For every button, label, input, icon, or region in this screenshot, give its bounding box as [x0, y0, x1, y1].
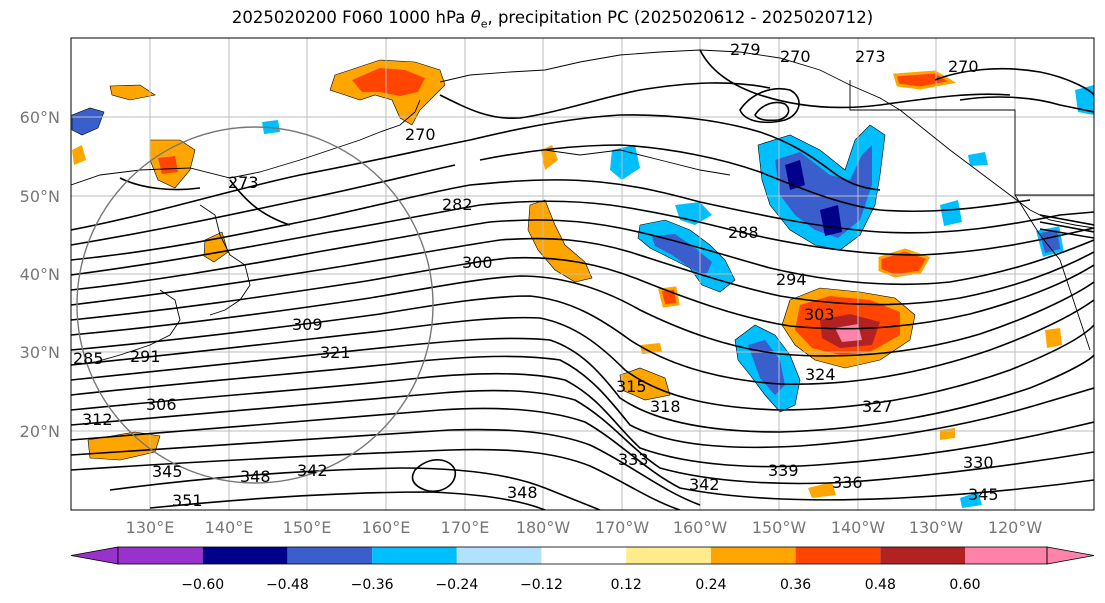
contour-label: 345 [968, 485, 999, 504]
contour-label: 321 [320, 343, 351, 362]
colorbar-tick: −0.12 [520, 577, 563, 593]
colorbar-swatch [795, 547, 881, 564]
contour-label: 351 [172, 491, 203, 510]
colorbar-tick: 0.12 [611, 577, 642, 593]
colorbar-extend-min [70, 546, 119, 565]
colorbar-tick: 0.36 [780, 577, 811, 593]
colorbar-extend-max [1046, 546, 1095, 565]
lat-label: 40°N [20, 265, 60, 284]
contour-label: 345 [152, 462, 183, 481]
contour-label: 288 [728, 223, 759, 242]
great-circle [76, 126, 434, 484]
colorbar-tick: 0.48 [865, 577, 896, 593]
colorbar-swatch [965, 547, 1047, 564]
map-frame [70, 37, 1095, 511]
contour-label: 282 [442, 195, 473, 214]
colorbar-tick: −0.36 [351, 577, 394, 593]
contour-label: 270 [780, 47, 811, 66]
lon-label: 170°E [441, 518, 490, 537]
contour-label: 348 [240, 467, 271, 486]
colorbar-swatch [710, 547, 796, 564]
lon-label: 160°W [673, 518, 728, 537]
colorbar-swatch [372, 547, 457, 564]
contour-label: 330 [963, 453, 994, 472]
lon-label: 150°E [283, 518, 332, 537]
colorbar-swatch [456, 547, 542, 564]
theta-e-contours [71, 49, 1094, 510]
contour-label: 348 [507, 483, 538, 502]
contour-label: 270 [405, 125, 436, 144]
lon-label: 130°W [909, 518, 964, 537]
colorbar-tick: 0.24 [695, 577, 726, 593]
lon-label: 150°W [752, 518, 807, 537]
contour-label: 270 [948, 57, 979, 76]
title-main: 2025020200 F060 1000 hPa [231, 8, 471, 27]
contour-label: 291 [130, 347, 161, 366]
lon-label: 160°E [362, 518, 411, 537]
contour-label: 309 [292, 315, 323, 334]
contour-label: 294 [776, 270, 807, 289]
colorbar-tick: 0.60 [949, 577, 980, 593]
lon-label: 180°W [516, 518, 571, 537]
lat-label: 50°N [20, 187, 60, 206]
lon-label: 140°W [831, 518, 886, 537]
contour-label: 285 [73, 349, 104, 368]
contour-label: 306 [146, 395, 177, 414]
title-rest: , precipitation PC (2025020612 - 2025020… [487, 8, 874, 27]
latitude-labels: 60°N 50°N 40°N 30°N 20°N [20, 108, 60, 441]
contour-label: 279 [730, 40, 761, 59]
title-theta: θ [470, 8, 481, 27]
contour-labels: 279 270 273 270 270 273 282 288 294 300 … [73, 40, 999, 510]
contour-label: 342 [297, 461, 328, 480]
colorbar-ticks: −0.60 −0.48 −0.36 −0.24 −0.12 0.12 0.24 … [181, 577, 980, 593]
lat-label: 30°N [20, 343, 60, 362]
colorbar-swatch [626, 547, 711, 564]
colorbar-tick: −0.48 [266, 577, 309, 593]
colorbar-swatch [287, 547, 373, 564]
colorbar-tick: −0.60 [181, 577, 224, 593]
map-area [71, 38, 1094, 510]
contour-label: 312 [82, 410, 113, 429]
contour-label: 315 [616, 377, 647, 396]
colorbar-swatch [880, 547, 965, 564]
contour-label: 318 [650, 397, 681, 416]
contour-label: 273 [855, 47, 886, 66]
title-subscript: e [480, 17, 488, 31]
lat-label: 20°N [20, 422, 60, 441]
colorbar-swatch [541, 547, 627, 564]
map-title: 2025020200 F060 1000 hPa θe, precipitati… [0, 8, 1105, 30]
lon-label: 140°E [205, 518, 254, 537]
contour-label: 300 [462, 253, 493, 272]
lon-label: 170°W [595, 518, 650, 537]
contour-label: 303 [804, 305, 835, 324]
contour-label: 327 [862, 397, 893, 416]
lat-label: 60°N [20, 108, 60, 127]
colorbar: −0.60 −0.48 −0.36 −0.24 −0.12 0.12 0.24 … [70, 546, 1095, 593]
colorbar-tick: −0.24 [435, 577, 478, 593]
contour-label: 333 [618, 450, 649, 469]
longitude-labels: 130°E 140°E 150°E 160°E 170°E 180°W 170°… [126, 518, 1043, 537]
lon-label: 120°W [988, 518, 1043, 537]
contour-label: 342 [689, 475, 720, 494]
contour-label: 339 [768, 461, 799, 480]
colorbar-frame [117, 546, 1048, 565]
lon-label: 130°E [126, 518, 175, 537]
contour-label: 273 [228, 173, 259, 192]
colorbar-swatch [202, 547, 288, 564]
contour-label: 336 [832, 473, 863, 492]
colorbar-swatch [118, 547, 203, 564]
contour-label: 324 [805, 365, 836, 384]
